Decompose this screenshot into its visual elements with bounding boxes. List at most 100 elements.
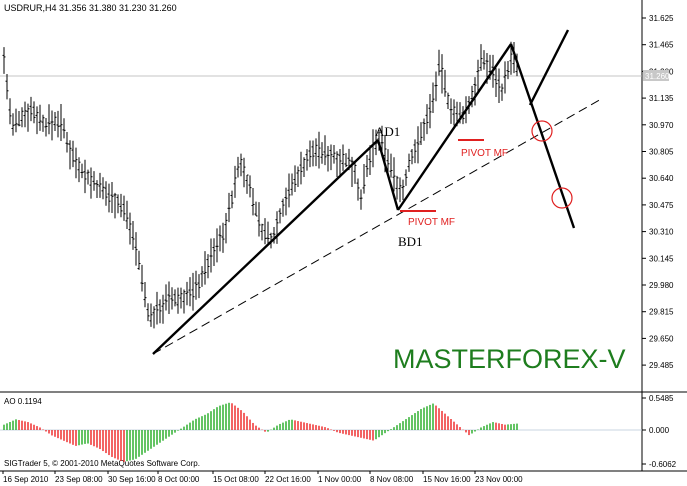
price-bar [236, 156, 240, 178]
price-bar [422, 118, 426, 141]
price-bar [503, 61, 507, 94]
price-bar [92, 171, 96, 191]
price-bar [221, 222, 225, 253]
price-bar [398, 177, 402, 203]
x-tick-label: 23 Sep 08:00 [55, 475, 103, 484]
price-bar [482, 50, 486, 70]
price-bar [227, 192, 231, 223]
price-bar [365, 154, 369, 178]
y-tick-label: 30.805 [649, 148, 674, 157]
x-tick-label: 30 Sep 16:00 [108, 475, 156, 484]
price-bar [332, 145, 336, 164]
price-bar [359, 189, 363, 210]
price-bar [452, 99, 456, 126]
price-bar [203, 251, 207, 285]
awesome-oscillator-panel[interactable]: AO 0.1194 SIGTrader 5, © 2001-2010 MetaQu… [0, 393, 687, 486]
price-bar [335, 151, 339, 178]
price-bar [176, 287, 180, 314]
price-bar [434, 71, 438, 102]
price-bar [71, 140, 75, 168]
price-bar [137, 250, 141, 270]
price-bar [143, 281, 147, 308]
price-bar [215, 228, 219, 263]
price-bar [305, 149, 309, 171]
y-tick-label: 31.135 [649, 94, 674, 103]
price-bar [47, 104, 51, 135]
price-bar [65, 131, 69, 153]
x-tick-label: 22 Oct 16:00 [265, 475, 311, 484]
price-bar [128, 212, 132, 245]
pivot-label-2: PIVOT MF [461, 148, 508, 159]
x-tick-label: 8 Nov 08:00 [370, 475, 414, 484]
price-bar [56, 110, 60, 138]
price-bar [326, 145, 330, 172]
price-bar [104, 181, 108, 206]
y-tick-label: 30.970 [649, 121, 674, 130]
price-chart[interactable]: USDRUR,H4 31.356 31.380 31.230 31.260 31.… [0, 0, 687, 393]
price-bar [407, 153, 411, 172]
price-bar [425, 104, 429, 135]
trendline-ad1 [152, 139, 379, 355]
price-bar [506, 61, 510, 80]
price-bar [206, 254, 210, 279]
price-bar [470, 85, 474, 108]
price-bar [362, 164, 366, 194]
price-bar [62, 118, 66, 139]
price-bar [77, 157, 81, 183]
price-bar [308, 140, 312, 168]
price-bar [140, 264, 144, 292]
price-bar [212, 238, 216, 266]
target-circle [551, 187, 573, 209]
price-bar [125, 200, 129, 229]
price-bar [2, 47, 6, 74]
price-bar [29, 96, 33, 122]
price-bar [50, 110, 54, 141]
price-bar [260, 223, 264, 241]
price-bar [293, 165, 297, 193]
price-bar [410, 149, 414, 165]
price-bar [296, 166, 300, 187]
price-bar [230, 190, 234, 209]
price-bar [164, 284, 168, 311]
price-bar [290, 173, 294, 196]
price-bar [161, 294, 165, 324]
price-bar [476, 59, 480, 94]
price-bar [353, 160, 357, 184]
x-tick-label: 1 Nov 00:00 [318, 475, 362, 484]
price-bar [200, 266, 204, 287]
price-bar [38, 104, 42, 131]
y-tick-label: 29.815 [649, 308, 674, 317]
price-bar [5, 74, 9, 100]
chart-header: USDRUR,H4 31.356 31.380 31.230 31.260 [4, 3, 177, 13]
current-price-box [643, 70, 669, 81]
trendline-down [509, 43, 576, 229]
trendline-up [397, 43, 512, 211]
price-bar [401, 179, 405, 201]
price-bar [254, 201, 258, 217]
price-bar [395, 175, 399, 200]
price-bar [479, 44, 483, 71]
price-bar [311, 140, 315, 167]
price-bar [110, 181, 114, 213]
price-bar [449, 98, 453, 124]
price-bar [188, 277, 192, 307]
price-bar [272, 227, 276, 244]
watermark-text: MASTERFOREX-V [393, 344, 626, 374]
price-bar [302, 157, 306, 178]
price-bar [191, 272, 195, 311]
price-bar [266, 221, 270, 245]
price-bar [107, 183, 111, 213]
trendline-ad1-bd1 [376, 139, 400, 211]
y-tick-label: 29.980 [649, 281, 674, 290]
price-bar [20, 107, 24, 128]
price-bar [419, 122, 423, 146]
price-bar [167, 281, 171, 314]
price-bar [59, 104, 63, 142]
price-bar [182, 289, 186, 314]
price-bar [287, 173, 291, 208]
price-bar [344, 153, 348, 168]
price-bar [80, 163, 84, 179]
price-bar [404, 169, 408, 186]
price-bar [8, 98, 12, 125]
